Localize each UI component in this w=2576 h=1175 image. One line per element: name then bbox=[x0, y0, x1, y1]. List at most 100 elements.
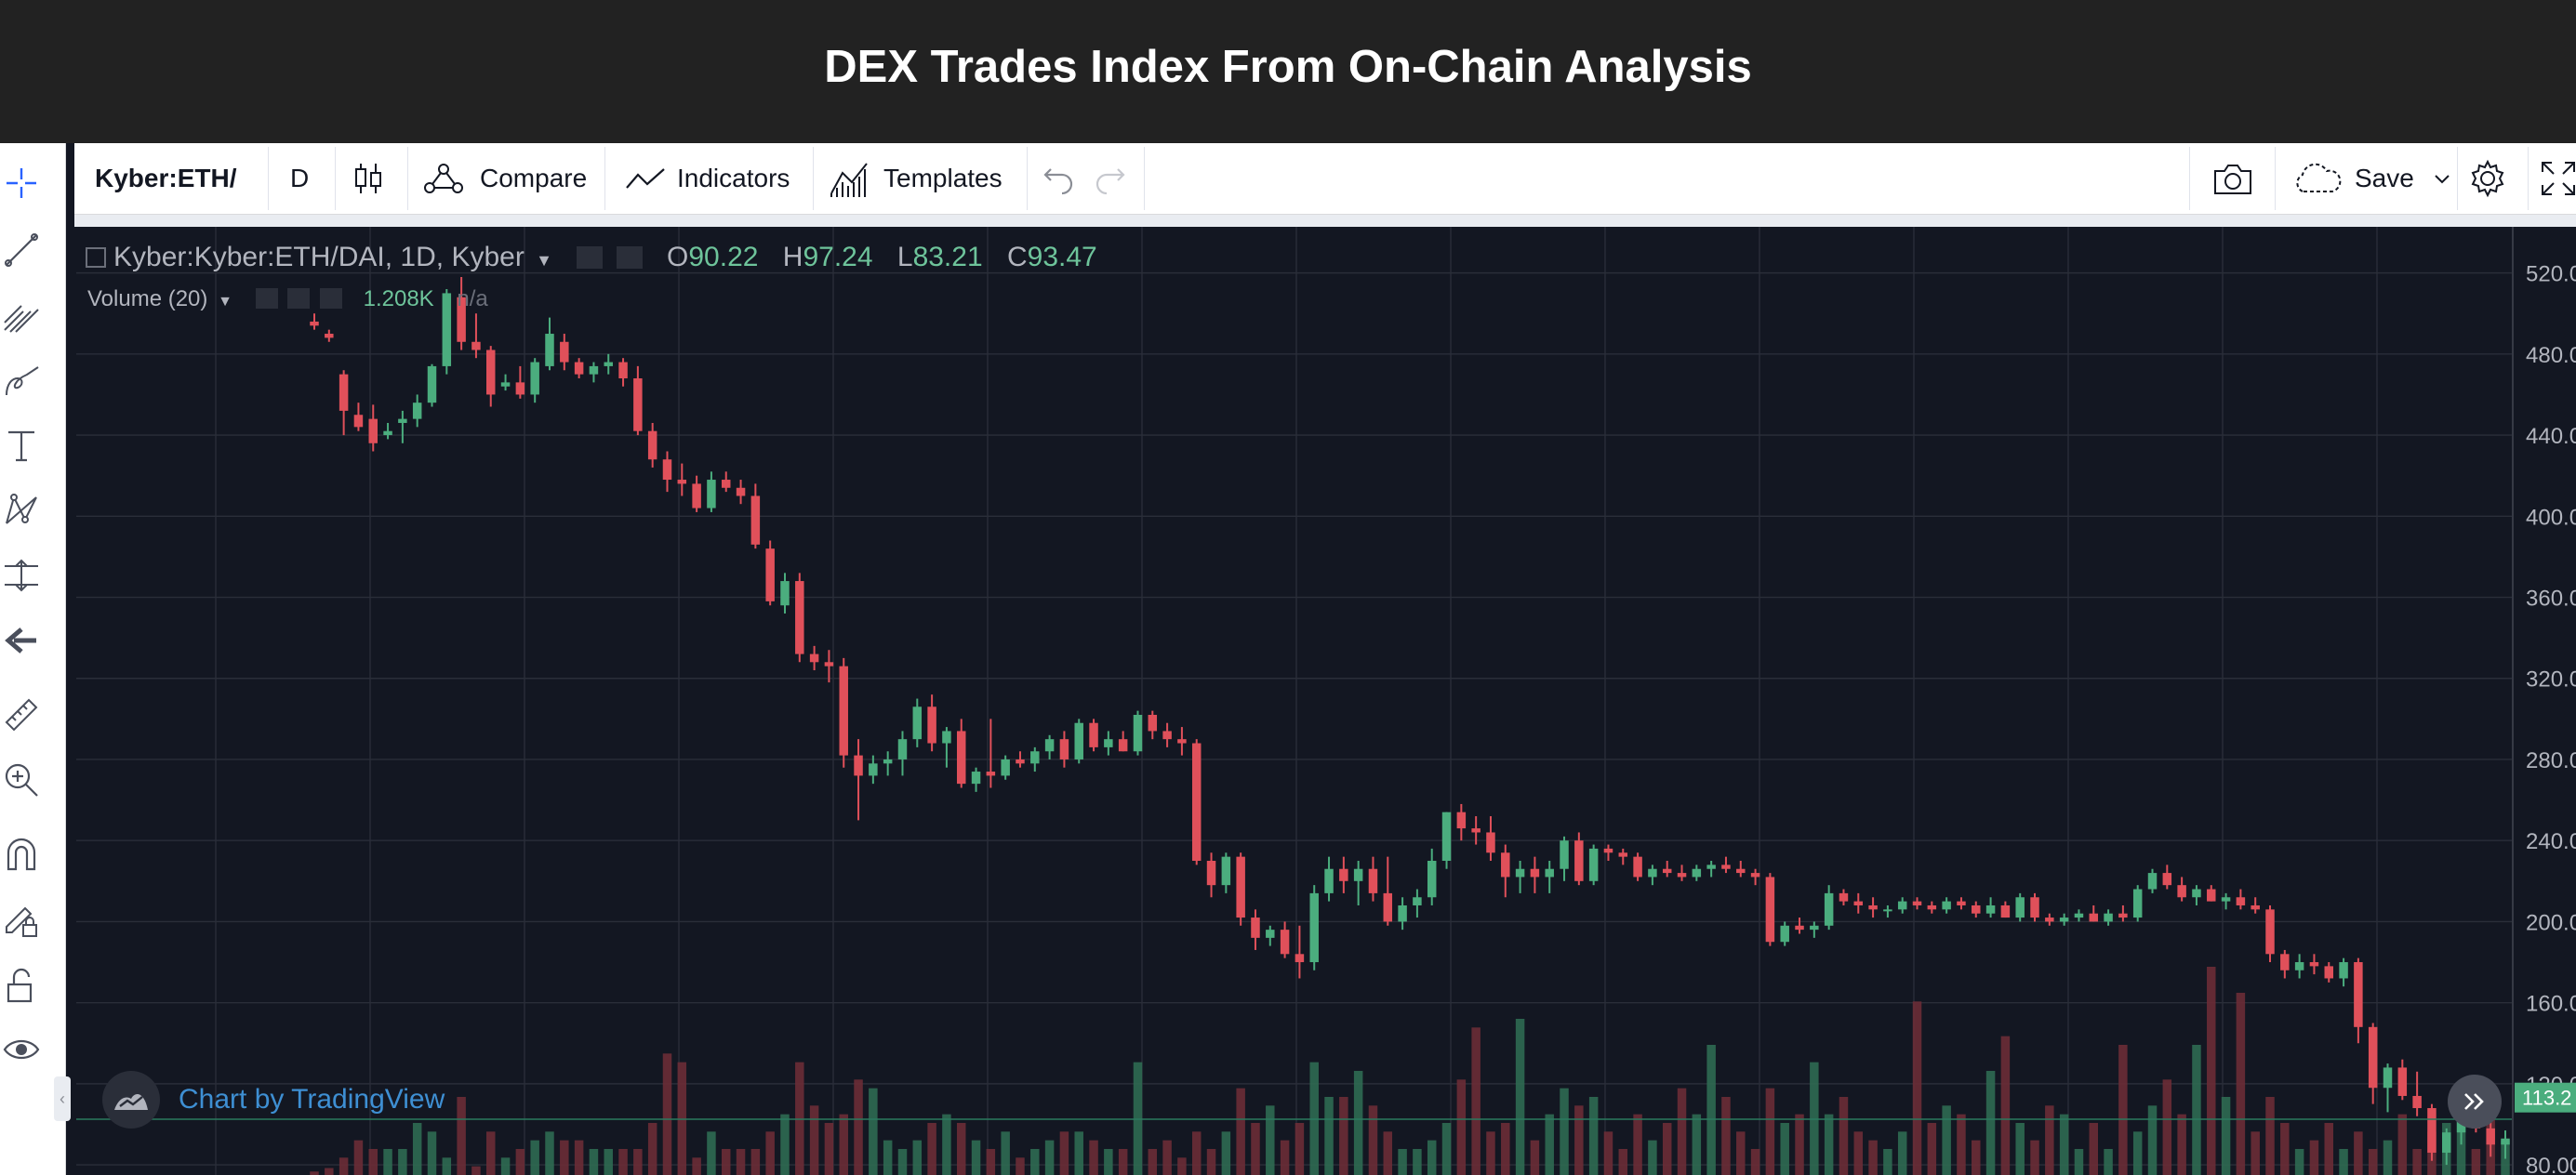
symbol-search-button[interactable]: Kyber:ETH/ bbox=[95, 164, 237, 192]
candle-body bbox=[2383, 1067, 2393, 1089]
candle-body bbox=[912, 706, 923, 740]
snapshot-button[interactable] bbox=[2211, 143, 2254, 214]
candle-body bbox=[971, 772, 981, 785]
candle-body bbox=[1266, 930, 1275, 938]
undo-button[interactable] bbox=[1042, 143, 1075, 214]
candle-body bbox=[1662, 868, 1672, 874]
candle-body bbox=[1706, 865, 1716, 869]
volume-bar bbox=[1456, 1079, 1467, 1175]
candle-body bbox=[2280, 954, 2290, 970]
candle-body bbox=[809, 654, 819, 663]
templates-button[interactable]: Templates bbox=[830, 143, 1003, 214]
pitchfork-icon[interactable] bbox=[0, 294, 43, 337]
brush-icon[interactable] bbox=[0, 359, 43, 402]
volume-bar bbox=[1280, 1140, 1290, 1175]
settings-button[interactable] bbox=[2468, 143, 2507, 214]
gear-icon[interactable] bbox=[616, 246, 643, 269]
series-title[interactable]: Kyber:Kyber:ETH/DAI, 1D, Kyber bbox=[113, 242, 524, 272]
volume-bar bbox=[2089, 1123, 2099, 1175]
candle-body bbox=[1853, 901, 1864, 905]
candle-body bbox=[1530, 868, 1540, 878]
volume-bar bbox=[1560, 1088, 1569, 1175]
eye-icon[interactable] bbox=[0, 1028, 43, 1071]
crosshair-icon[interactable] bbox=[0, 162, 43, 205]
volume-bar bbox=[1985, 1071, 1996, 1175]
candle-body bbox=[368, 418, 378, 443]
volume-title[interactable]: Volume (20) bbox=[87, 286, 208, 311]
candle-body bbox=[2427, 1108, 2437, 1154]
volume-bar bbox=[471, 1166, 481, 1175]
compare-button[interactable]: Compare bbox=[422, 143, 587, 214]
close-icon[interactable] bbox=[319, 288, 342, 309]
candle-body bbox=[1324, 868, 1334, 893]
eye-icon[interactable] bbox=[255, 288, 278, 309]
header: DEX Trades Index From On-Chain Analysis bbox=[0, 0, 2576, 143]
open-value: 90.22 bbox=[688, 242, 759, 272]
volume-bar bbox=[618, 1149, 628, 1175]
indicators-button[interactable]: Indicators bbox=[625, 143, 790, 214]
scroll-right-button[interactable] bbox=[2448, 1075, 2502, 1129]
volume-bar bbox=[2412, 1149, 2422, 1175]
ruler-icon[interactable] bbox=[0, 693, 43, 736]
fullscreen-icon bbox=[2542, 162, 2575, 195]
interval-button[interactable]: D bbox=[290, 164, 310, 192]
lock-icon[interactable] bbox=[0, 963, 43, 1006]
candle-body bbox=[1133, 714, 1143, 752]
volume-bar bbox=[780, 1114, 790, 1175]
volume-bar bbox=[1736, 1131, 1746, 1175]
tradingview-attribution[interactable]: Chart by TradingView bbox=[102, 1071, 445, 1129]
volume-bar bbox=[1353, 1071, 1363, 1175]
volume-bar bbox=[515, 1149, 525, 1175]
volume-bar bbox=[2030, 1140, 2039, 1175]
volume-bar bbox=[1824, 1114, 1834, 1175]
candle-body bbox=[1368, 868, 1378, 893]
candle-body bbox=[383, 430, 392, 436]
pattern-icon[interactable] bbox=[0, 489, 43, 532]
zoom-icon[interactable] bbox=[0, 759, 43, 801]
gear-icon[interactable] bbox=[287, 288, 311, 309]
volume-layer bbox=[310, 967, 2510, 1175]
volume-bar bbox=[883, 1140, 893, 1175]
back-arrow-icon[interactable] bbox=[0, 619, 43, 662]
candle-body bbox=[1383, 892, 1393, 922]
sidebar-collapse-button[interactable]: ‹ bbox=[54, 1076, 71, 1121]
save-button[interactable]: Save bbox=[2291, 143, 2451, 214]
candle-body bbox=[765, 548, 775, 601]
collapse-legend-icon[interactable] bbox=[86, 247, 106, 268]
candle-body bbox=[1162, 731, 1172, 740]
candle-body bbox=[486, 350, 496, 395]
candle-body bbox=[1059, 739, 1069, 759]
volume-bar bbox=[956, 1123, 966, 1175]
y-tick-label: 520.00 bbox=[2526, 262, 2576, 287]
volume-bar bbox=[1648, 1140, 1657, 1175]
low-key: L bbox=[896, 242, 913, 272]
volume-bar bbox=[442, 1157, 452, 1175]
candle-body bbox=[353, 415, 364, 428]
volume-bar bbox=[1471, 1027, 1481, 1175]
candle-body bbox=[1927, 904, 1937, 910]
volume-bar bbox=[1839, 1097, 1849, 1175]
fullscreen-button[interactable] bbox=[2541, 143, 2576, 214]
volume-bar bbox=[1545, 1114, 1554, 1175]
y-tick-label: 160.00 bbox=[2526, 992, 2576, 1017]
volume-bar bbox=[383, 1149, 392, 1175]
text-icon[interactable] bbox=[0, 424, 43, 467]
chevron-down-icon[interactable]: ▼ bbox=[536, 251, 552, 270]
volume-bar bbox=[1765, 1088, 1775, 1175]
volume-ma-value: n/a bbox=[457, 286, 488, 311]
lock-pencil-icon[interactable] bbox=[0, 898, 43, 941]
chart-pane[interactable]: 520.00 480.00 440.00 400.00 360.00 320.00 280.… bbox=[76, 227, 2576, 1175]
candle-body bbox=[1677, 873, 1687, 878]
volume-bar bbox=[2354, 1131, 2363, 1175]
trend-line-icon[interactable] bbox=[0, 229, 43, 271]
chevron-down-icon[interactable]: ▼ bbox=[218, 294, 232, 310]
eye-icon[interactable] bbox=[577, 246, 604, 269]
projection-icon[interactable] bbox=[0, 554, 43, 597]
volume-bar bbox=[633, 1149, 643, 1175]
chart-type-button[interactable] bbox=[352, 143, 385, 214]
candle-body bbox=[1824, 892, 1834, 926]
magnet-icon[interactable] bbox=[0, 833, 43, 876]
volume-bar bbox=[353, 1140, 364, 1175]
redo-button[interactable] bbox=[1094, 143, 1127, 214]
volume-bar bbox=[1251, 1123, 1260, 1175]
